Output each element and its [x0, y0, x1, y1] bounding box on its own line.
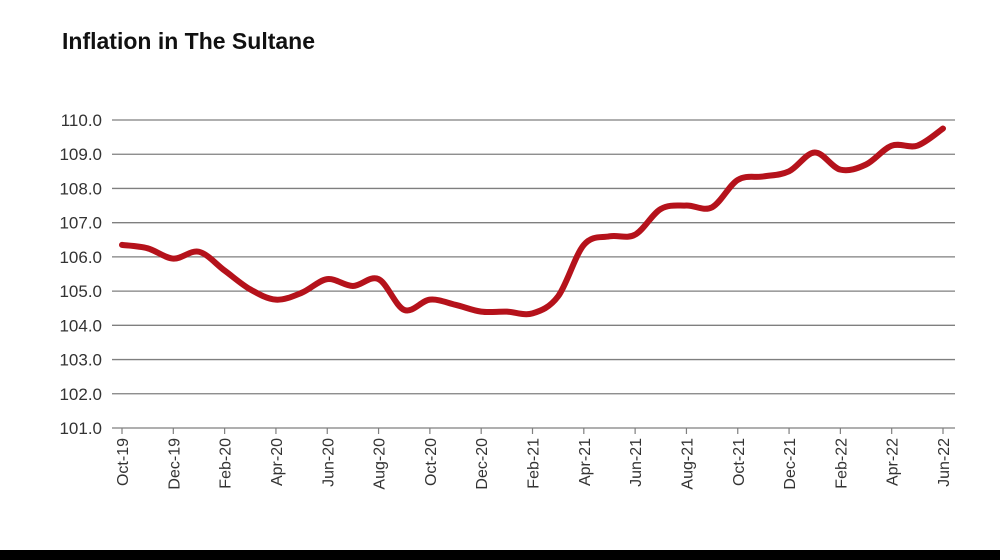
x-tick-label: Apr-22	[885, 438, 902, 486]
data-point	[170, 256, 176, 262]
y-tick-label: 109.0	[59, 145, 102, 164]
data-point	[914, 143, 920, 149]
series-layer	[119, 125, 946, 318]
x-tick-label: Feb-20	[218, 438, 235, 489]
x-tick-label: Oct-20	[423, 438, 440, 486]
data-point	[709, 204, 715, 210]
data-point	[247, 286, 253, 292]
data-point	[581, 242, 587, 248]
y-tick-label: 105.0	[59, 282, 102, 301]
data-point	[273, 297, 279, 303]
data-point	[812, 150, 818, 156]
data-point	[683, 203, 689, 209]
data-point	[504, 309, 510, 315]
data-point	[324, 276, 330, 282]
data-point	[658, 206, 664, 212]
data-point	[196, 249, 202, 255]
x-tick-label: Dec-19	[166, 438, 183, 490]
data-point	[453, 302, 459, 308]
x-tick-label: Feb-21	[526, 438, 543, 489]
data-point	[940, 126, 946, 132]
y-tick-label: 101.0	[59, 419, 102, 438]
x-tick-label: Jun-22	[936, 438, 953, 487]
x-tick-label: Dec-20	[474, 438, 491, 490]
x-tick-label: Apr-20	[269, 438, 286, 486]
y-tick-label: 106.0	[59, 248, 102, 267]
data-point	[760, 173, 766, 179]
data-point	[889, 143, 895, 149]
data-point	[119, 242, 125, 248]
y-tick-label: 104.0	[59, 316, 102, 335]
data-point	[427, 297, 433, 303]
y-tick-label: 107.0	[59, 214, 102, 233]
x-tick-label: Apr-21	[577, 438, 594, 486]
y-axis-ticks: 101.0 102.0 103.0 104.0 105.0 106.0 107.0 108.0…	[59, 111, 102, 438]
x-tick-label: Feb-22	[833, 438, 850, 489]
x-tick-label: Jun-21	[628, 438, 645, 487]
data-point	[299, 290, 305, 296]
data-point	[478, 309, 484, 315]
x-tick-label: Aug-20	[372, 438, 389, 490]
x-axis-ticks: Oct-19 Dec-19 Feb-20 Apr-20 Jun-20 Aug-20 Oct-…	[115, 428, 953, 490]
data-point	[555, 293, 561, 299]
data-point	[786, 168, 792, 174]
data-point	[606, 233, 612, 239]
data-point	[350, 283, 356, 289]
data-point	[632, 232, 638, 238]
y-tick-label: 103.0	[59, 351, 102, 370]
series-line	[119, 125, 946, 318]
x-tick-label: Oct-19	[115, 438, 132, 486]
x-tick-label: Dec-21	[782, 438, 799, 490]
y-tick-label: 108.0	[59, 179, 102, 198]
bottom-border	[0, 550, 1000, 560]
y-tick-label: 102.0	[59, 385, 102, 404]
x-tick-label: Jun-20	[320, 438, 337, 487]
x-tick-label: Aug-21	[679, 438, 696, 490]
data-point	[222, 268, 228, 274]
y-tick-label: 110.0	[61, 111, 102, 130]
data-point	[735, 177, 741, 183]
data-point	[376, 276, 382, 282]
x-tick-label: Oct-21	[731, 438, 748, 486]
data-point	[145, 245, 151, 251]
gridlines	[112, 119, 955, 429]
data-point	[837, 167, 843, 173]
data-point	[530, 310, 536, 316]
data-point	[863, 161, 869, 167]
data-point	[401, 307, 407, 313]
chart-title: Inflation in The Sultane	[62, 28, 315, 54]
